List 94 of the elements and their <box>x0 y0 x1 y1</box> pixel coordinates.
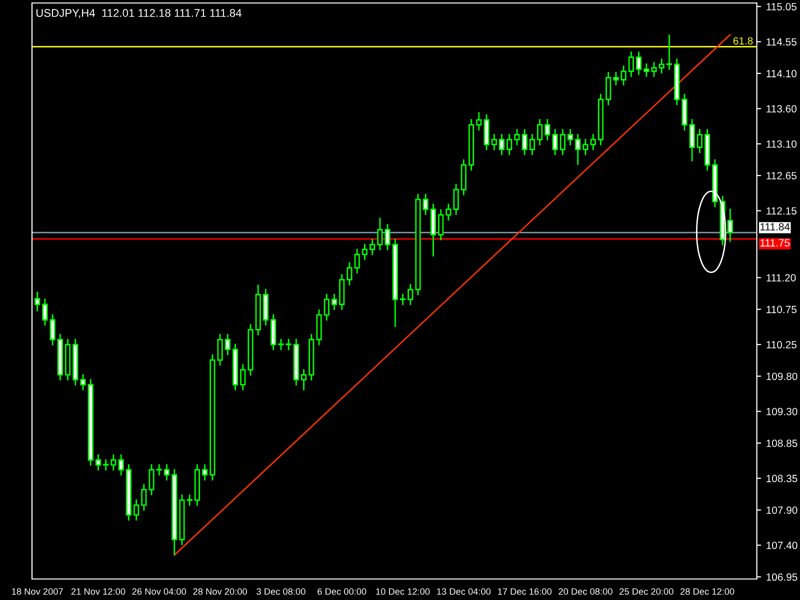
candlestick <box>537 118 543 146</box>
candlestick <box>324 293 330 322</box>
candlestick <box>377 217 383 251</box>
candlestick <box>331 293 338 311</box>
candlestick <box>529 133 535 156</box>
y-tick-label: 113.60 <box>766 105 797 112</box>
ref-line-label: 111.84 <box>760 223 790 230</box>
y-tick-label: 111.20 <box>766 274 796 282</box>
candlestick <box>384 223 390 251</box>
candlestick <box>613 71 619 86</box>
candlestick <box>651 61 657 78</box>
candlestick <box>514 128 520 146</box>
x-tick-label: 10 Dec 12:00 <box>376 588 430 595</box>
y-tick-label: 110.75 <box>766 306 796 314</box>
x-tick-label: 17 Dec 16:00 <box>498 588 552 595</box>
candlestick <box>156 464 162 476</box>
y-tick-label: 115.05 <box>766 3 796 10</box>
candlestick <box>522 128 528 156</box>
candlestick <box>575 133 581 166</box>
candlestick <box>476 111 482 132</box>
y-tick-label: 106.95 <box>766 573 798 581</box>
candlestick <box>438 208 444 241</box>
candlestick <box>552 128 558 156</box>
candlestick <box>582 138 588 156</box>
y-tick-label: 108.35 <box>766 474 798 482</box>
candlestick <box>620 64 626 86</box>
candlestick <box>636 50 642 76</box>
y-tick-label: 107.90 <box>766 506 798 514</box>
candlestick <box>644 62 650 78</box>
y-tick-label: 114.10 <box>766 70 797 78</box>
candlestick <box>42 298 48 326</box>
candlestick <box>400 293 406 306</box>
x-tick-label: 3 Dec 08:00 <box>256 588 306 595</box>
x-tick-label: 6 Dec 00:00 <box>318 588 366 595</box>
annotation: 61.8 <box>733 37 753 45</box>
candlestick <box>491 133 497 151</box>
y-tick-label: 112.15 <box>766 207 796 215</box>
y-tick-label: 114.55 <box>766 38 796 46</box>
candlestick <box>606 71 612 106</box>
y-tick-label: 110.25 <box>766 341 796 348</box>
candlestick <box>590 133 596 151</box>
x-tick-label: 28 Nov 20:00 <box>193 588 247 595</box>
candlestick <box>362 243 368 261</box>
candlestick <box>202 464 208 482</box>
chart-title: USDJPY,H4 112.01 112.18 111.71 111.84 <box>36 9 242 18</box>
y-tick-label: 109.80 <box>766 372 798 380</box>
candlestick <box>498 133 505 156</box>
candlestick <box>658 58 664 74</box>
candlestick <box>224 333 230 356</box>
x-tick-label: 25 Dec 20:00 <box>620 588 674 595</box>
candlestick <box>354 248 360 274</box>
x-tick-label: 26 Nov 04:00 <box>132 588 186 595</box>
candlestick <box>217 333 223 366</box>
candlestick <box>453 183 459 216</box>
candlestick <box>286 338 292 351</box>
candlestick <box>408 283 414 306</box>
x-tick-label: 21 Nov 12:00 <box>71 588 126 595</box>
candlestick <box>240 364 246 391</box>
candlestick <box>186 494 192 506</box>
candlestick <box>80 373 86 391</box>
candlestick <box>110 454 116 472</box>
x-tick-label: 28 Dec 12:00 <box>680 588 734 595</box>
candlestick <box>422 193 428 216</box>
candlestick <box>560 128 566 156</box>
y-tick-label: 107.40 <box>766 542 798 550</box>
candlestick <box>370 238 376 256</box>
ref-line-label: 111.75 <box>760 239 790 247</box>
candlestick <box>666 34 672 71</box>
candlestick <box>50 314 56 346</box>
candlestick <box>134 498 140 522</box>
y-tick-label: 113.10 <box>766 140 797 148</box>
candlestick <box>346 261 352 286</box>
candlestick <box>301 368 307 391</box>
candlestick <box>278 338 284 351</box>
candlestick <box>141 483 147 512</box>
candlestick <box>628 50 634 78</box>
y-tick-label: 109.30 <box>766 408 798 416</box>
y-tick-label: 108.85 <box>766 440 798 447</box>
candlestick <box>689 118 695 162</box>
x-tick-label: 13 Dec 04:00 <box>437 588 491 595</box>
candlestick <box>103 458 109 472</box>
x-tick-label: 20 Dec 08:00 <box>558 588 612 595</box>
candlestick <box>446 202 452 222</box>
y-tick-label: 112.65 <box>766 172 796 180</box>
candlestick <box>118 454 124 476</box>
candlestick <box>567 128 574 146</box>
candlestick <box>696 128 702 154</box>
candlestick <box>164 464 170 482</box>
candlestick <box>506 133 512 156</box>
x-tick-label: 18 Nov 2007 <box>12 588 63 595</box>
candlestick <box>544 118 550 142</box>
candlestick <box>95 454 102 472</box>
candlestick <box>34 291 40 312</box>
candlestick <box>148 464 154 496</box>
